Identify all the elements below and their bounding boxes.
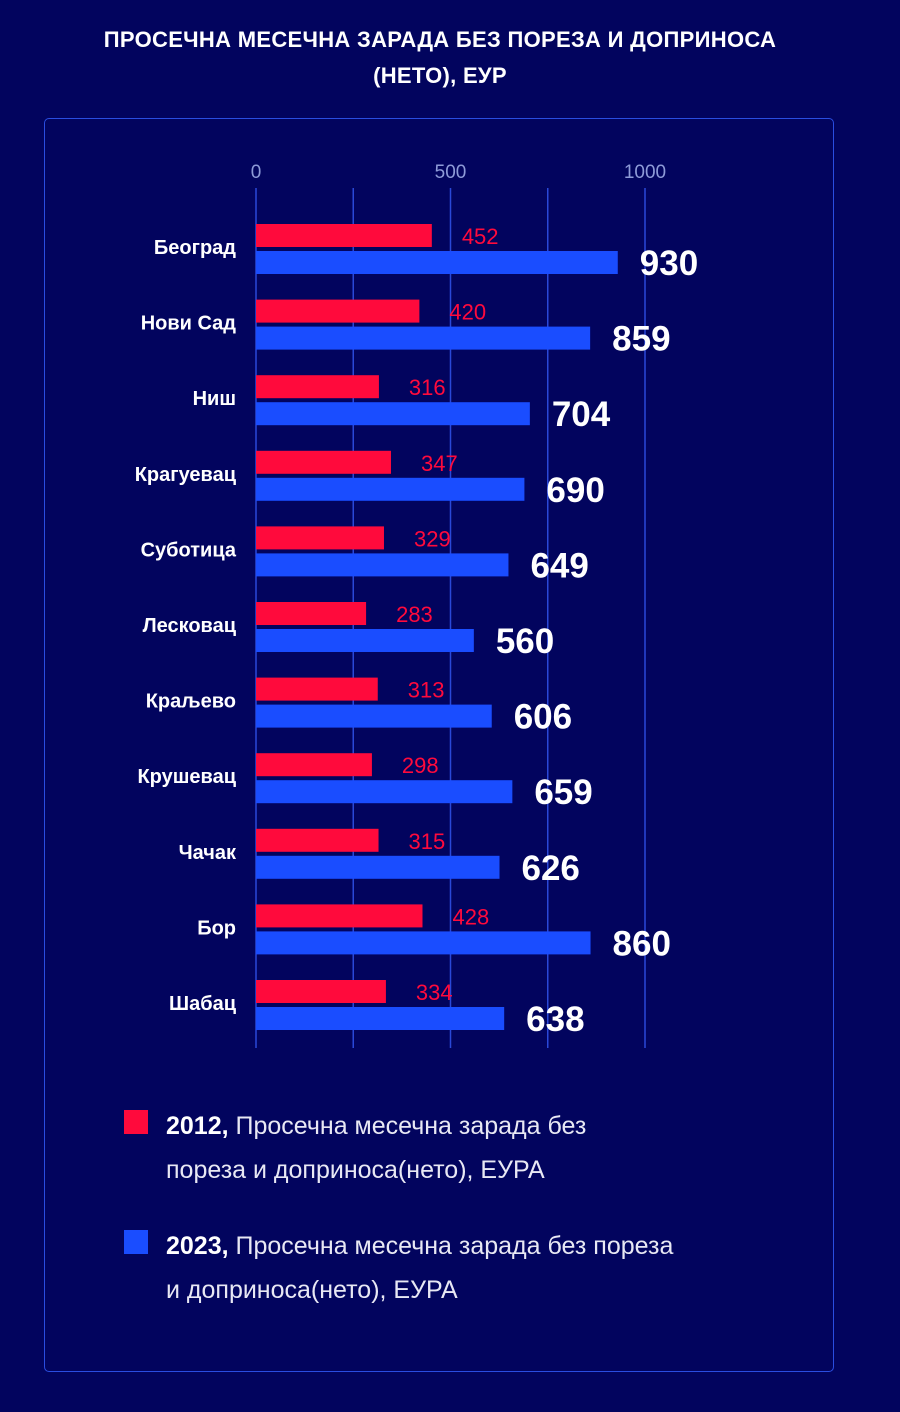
data-label-2023: 860 — [613, 924, 671, 963]
legend-year-2023: 2023, — [166, 1232, 229, 1260]
bar-2023 — [256, 780, 513, 804]
category-label: Суботица — [141, 539, 237, 561]
data-label-2023: 560 — [496, 622, 554, 661]
bar-2012 — [256, 980, 386, 1003]
chart-panel — [44, 118, 834, 1372]
data-label-2012: 315 — [409, 829, 446, 854]
category-label: Београд — [154, 237, 236, 259]
x-tick-label: 500 — [435, 162, 467, 183]
chart-title: ПРОСЕЧНА МЕСЕЧНА ЗАРАДА БЕЗ ПОРЕЗА И ДОП… — [0, 22, 880, 94]
data-label-2023: 626 — [522, 849, 580, 888]
data-label-2023: 930 — [640, 244, 698, 283]
data-label-2012: 298 — [402, 753, 439, 778]
bar-2012 — [256, 299, 420, 323]
data-label-2023: 638 — [526, 1000, 584, 1039]
bar-2023 — [256, 251, 618, 274]
bar-2012 — [256, 375, 379, 399]
bar-2023 — [256, 402, 530, 426]
data-label-2023: 704 — [552, 395, 611, 434]
bar-2012 — [256, 526, 384, 550]
category-label: Шабац — [169, 993, 237, 1015]
data-label-2023: 649 — [530, 546, 588, 585]
category-label: Краљево — [146, 691, 236, 713]
legend-year-2012: 2012, — [166, 1112, 229, 1140]
bar-2023 — [256, 326, 591, 350]
chart-title-line-1: ПРОСЕЧНА МЕСЕЧНА ЗАРАДА БЕЗ ПОРЕЗА И ДОП… — [103, 27, 777, 52]
bar-2023 — [256, 855, 500, 879]
data-label-2023: 859 — [612, 320, 670, 359]
category-label: Крагуевац — [135, 464, 237, 486]
data-label-2012: 283 — [396, 602, 433, 627]
legend-desc-2012: Просечна месечна зарада без — [228, 1112, 587, 1140]
data-label-2012: 452 — [462, 224, 499, 249]
bar-2012 — [256, 753, 372, 777]
legend-label-2012: 2012, Просечна месечна зарада без пореза… — [166, 1104, 586, 1192]
bar-2023 — [256, 629, 474, 652]
bar-2012 — [256, 602, 367, 625]
x-tick-label: 0 — [251, 162, 262, 183]
data-label-2012: 329 — [414, 526, 451, 551]
data-label-2012: 313 — [408, 678, 445, 703]
legend-desc-2012-line2: пореза и доприноса(нето), ЕУРА — [166, 1156, 545, 1184]
bar-2012 — [256, 904, 423, 928]
chart-title-line-2: (НЕТО), ЕУР — [373, 63, 507, 88]
bar-2012 — [256, 224, 432, 247]
legend-desc-2023-line2: и доприноса(нето), ЕУРА — [166, 1276, 458, 1304]
data-label-2012: 347 — [421, 451, 458, 476]
legend-swatch-2023 — [124, 1230, 148, 1254]
bar-2023 — [256, 704, 492, 728]
bar-2023 — [256, 931, 591, 955]
legend-label-2023: 2023, Просечна месечна зарада без пореза… — [166, 1224, 673, 1312]
data-label-2012: 334 — [416, 980, 453, 1005]
bar-2023 — [256, 553, 509, 577]
category-label: Лесковац — [143, 615, 237, 637]
data-label-2023: 690 — [546, 471, 604, 510]
bar-2012 — [256, 677, 378, 701]
bar-2012 — [256, 828, 379, 852]
category-label: Чачак — [179, 842, 237, 864]
category-label: Ниш — [193, 388, 236, 410]
legend-desc-2023: Просечна месечна зарада без пореза — [228, 1232, 674, 1260]
data-label-2012: 428 — [452, 904, 489, 929]
data-label-2023: 659 — [534, 773, 592, 812]
bar-2023 — [256, 1007, 505, 1030]
data-label-2023: 606 — [514, 698, 572, 737]
category-label: Бор — [197, 917, 236, 939]
category-label: Крушевац — [137, 766, 236, 788]
x-tick-label: 1000 — [624, 162, 666, 183]
category-label: Нови Сад — [141, 313, 237, 335]
legend-swatch-2012 — [124, 1110, 148, 1134]
data-label-2012: 420 — [449, 300, 486, 325]
bar-2023 — [256, 477, 525, 501]
bar-2012 — [256, 450, 391, 474]
data-label-2012: 316 — [409, 375, 446, 400]
